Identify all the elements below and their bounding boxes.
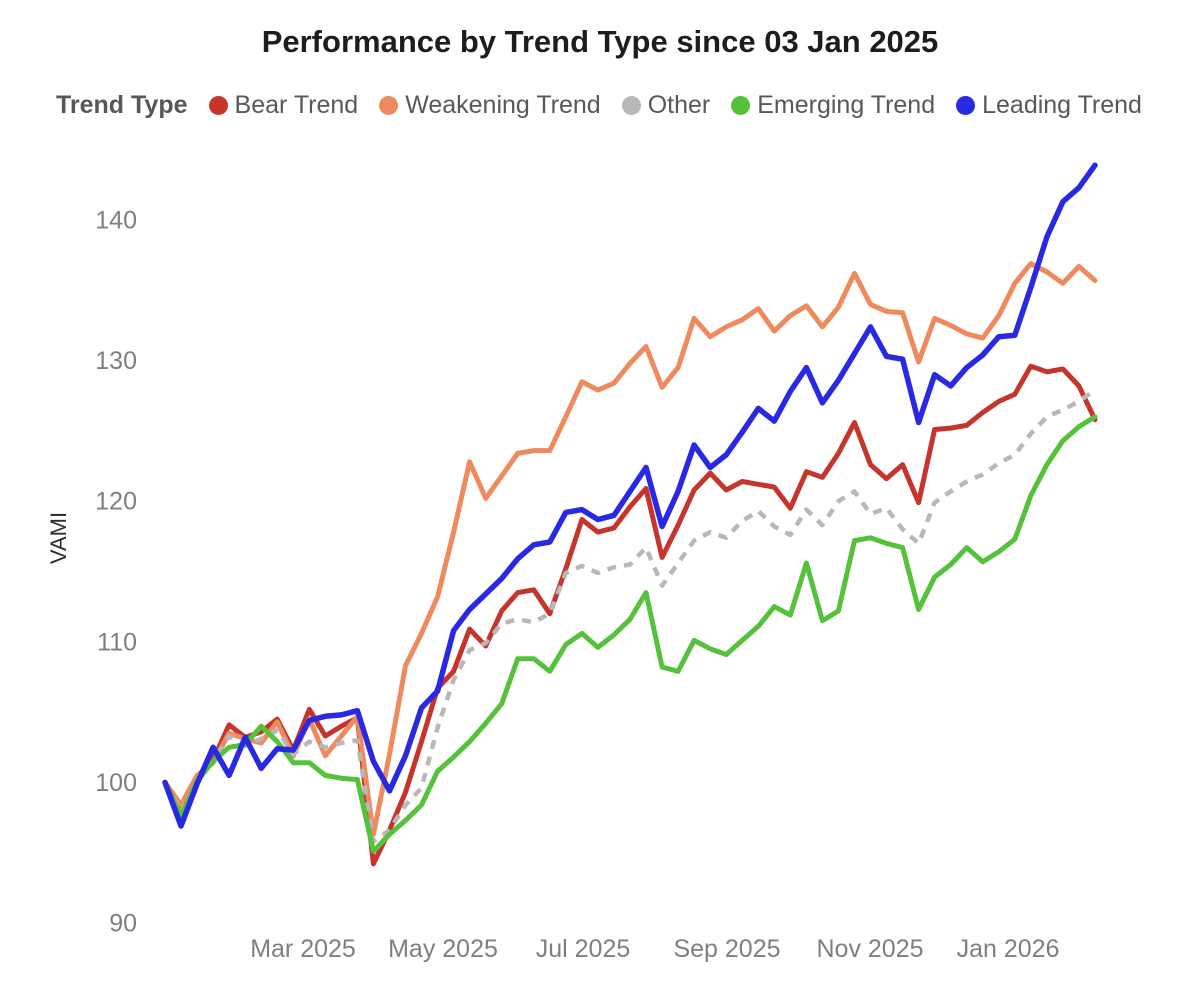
legend-item-label: Emerging Trend (757, 91, 936, 119)
legend-dot-icon (208, 96, 228, 115)
legend-item-other[interactable]: Other (621, 91, 711, 120)
x-tick-label: May 2025 (388, 935, 498, 963)
legend-item-leading-trend[interactable]: Leading Trend (956, 91, 1142, 120)
x-tick-label: Jul 2025 (536, 935, 631, 963)
legend-dot-icon (731, 96, 751, 115)
legend: Trend Type Bear Trend Weakening Trend Othe… (56, 91, 1142, 120)
chart-title: Performance by Trend Type since 03 Jan 2… (261, 24, 939, 59)
legend-item-weakening-trend[interactable]: Weakening Trend (379, 91, 601, 120)
legend-item-label: Weakening Trend (405, 91, 601, 119)
legend-dot-icon (956, 96, 976, 115)
series-line-weakening-trend (162, 261, 1098, 837)
y-tick-label: 100 (95, 769, 137, 797)
x-tick-labels: Mar 2025 May 2025 Jul 2025 Sep 2025 Nov 2025… (250, 935, 1059, 963)
y-tick-label: 140 (95, 207, 137, 235)
legend-item-label: Bear Trend (234, 91, 359, 119)
y-tick-label: 120 (95, 488, 137, 516)
series-line-leading-trend (162, 162, 1098, 829)
legend-item-label: Leading Trend (982, 91, 1142, 119)
y-tick-label: 90 (109, 910, 137, 938)
legend-item-emerging-trend[interactable]: Emerging Trend (731, 91, 935, 120)
legend-dot-icon (379, 96, 399, 115)
x-tick-label: Sep 2025 (673, 935, 780, 963)
legend-dot-icon (621, 96, 641, 115)
series-lines (162, 162, 1098, 867)
series-line-emerging-trend (162, 414, 1098, 854)
legend-item-label: Other (647, 91, 711, 119)
y-tick-label: 110 (97, 628, 137, 656)
series-line-bear-trend (162, 363, 1098, 867)
y-tick-label: 130 (95, 347, 137, 375)
x-tick-label: Nov 2025 (816, 935, 923, 963)
legend-item-bear-trend[interactable]: Bear Trend (208, 91, 359, 120)
y-axis-label: VAMI (46, 512, 71, 564)
legend-title: Trend Type (56, 91, 188, 119)
series-line-other (163, 388, 1097, 844)
x-tick-label: Mar 2025 (250, 935, 356, 963)
y-tick-labels: 140 130 120 110 100 90 (95, 207, 137, 938)
x-tick-label: Jan 2026 (957, 935, 1060, 963)
